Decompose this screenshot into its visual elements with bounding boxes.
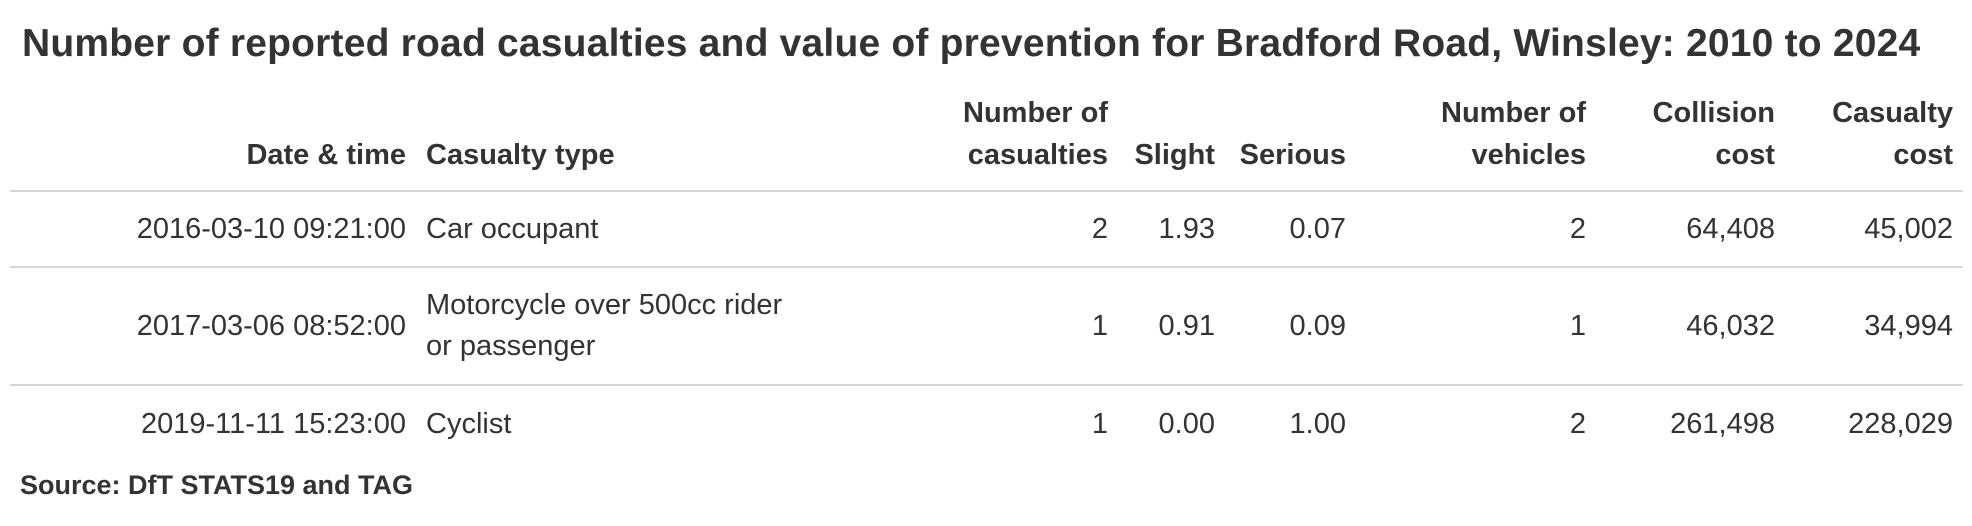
casualty-type-line: or passenger [426, 330, 596, 362]
cell-number-of-vehicles: 2 [1356, 191, 1596, 268]
header-casualty-type: Casualty type [416, 92, 928, 192]
cell-casualty-cost: 228,029 [1848, 407, 1953, 440]
cell-serious: 0.09 [1225, 267, 1356, 386]
cell-number-of-vehicles: 2 [1569, 407, 1586, 440]
cell-number-of-vehicles: 1 [1356, 267, 1596, 386]
header-slight: Slight [1118, 92, 1225, 192]
header-number-of-casualties: Number of casualties [928, 92, 1118, 192]
cell-number-of-casualties: 1 [928, 267, 1118, 386]
table-title: Number of reported road casualties and v… [22, 22, 1921, 65]
table-row: 2016-03-10 09:21:00 Car occupant 2 1.93 … [10, 191, 1963, 268]
cell-slight: 1.93 [1118, 191, 1225, 268]
cell-casualty-type: Car occupant [416, 191, 928, 268]
cell-serious: 1.00 [1289, 407, 1346, 440]
header-collision-cost: Collision cost [1596, 92, 1785, 192]
source-note: Source: DfT STATS19 and TAG [20, 470, 414, 500]
cell-collision-cost: 64,408 [1596, 191, 1785, 268]
cell-slight: 0.91 [1118, 267, 1225, 386]
casualties-table: Date & time Casualty type Number of casua… [10, 92, 1963, 462]
cell-casualty-cost: 34,994 [1785, 267, 1963, 386]
header-casualty-cost: Casualty cost [1785, 92, 1963, 192]
cell-casualty-cost: 45,002 [1785, 191, 1963, 268]
casualty-type-line: Motorcycle over 500cc rider [426, 289, 783, 321]
table-row: 2017-03-06 08:52:00 Motorcycle over 500c… [10, 267, 1963, 386]
cell-casualty-type: Cyclist [426, 407, 512, 440]
header-number-of-vehicles: Number of vehicles [1356, 92, 1596, 192]
cell-collision-cost: 261,498 [1670, 407, 1775, 440]
cell-number-of-casualties: 2 [928, 191, 1118, 268]
header-serious: Serious [1225, 92, 1356, 192]
cell-serious: 0.07 [1225, 191, 1356, 268]
cell-number-of-casualties: 1 [1091, 407, 1108, 440]
cell-date-time: 2016-03-10 09:21:00 [10, 191, 416, 268]
header-date-time: Date & time [10, 92, 416, 192]
table-row: 2019-11-11 15:23:00 Cyclist 1 0.00 1.00 … [10, 385, 1963, 462]
cell-slight: 0.00 [1158, 407, 1215, 440]
cell-date-time: 2019-11-11 15:23:00 [141, 407, 406, 440]
table-header-row: Date & time Casualty type Number of casua… [10, 92, 1963, 192]
cell-casualty-type: Motorcycle over 500cc rider or passenger [416, 267, 928, 386]
cell-date-time: 2017-03-06 08:52:00 [10, 267, 416, 386]
cell-collision-cost: 46,032 [1596, 267, 1785, 386]
